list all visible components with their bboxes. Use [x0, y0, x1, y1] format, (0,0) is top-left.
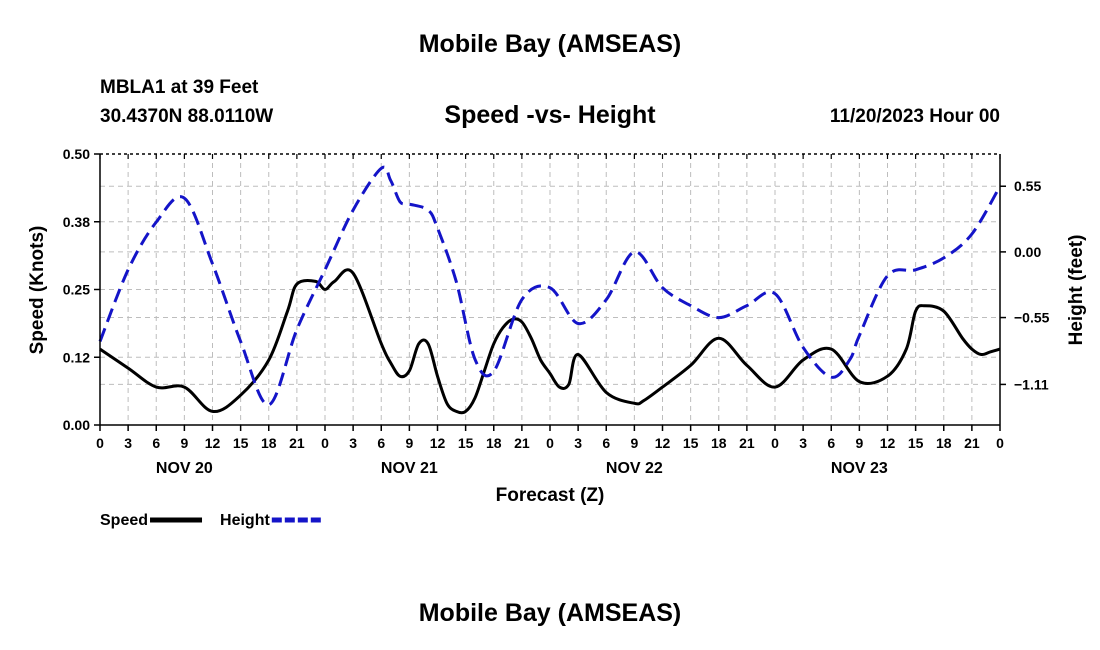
series-height-line [98, 165, 1002, 407]
legend-label-height: Height [220, 512, 270, 529]
x-tick-label: 15 [458, 435, 474, 451]
legend-label-speed: Speed [100, 512, 148, 529]
y-tick-label: 0.25 [63, 282, 90, 298]
day-label: NOV 21 [381, 460, 438, 477]
grid [100, 154, 1000, 425]
x-tick-label: 0 [546, 435, 554, 451]
y2-tick-label: −1.11 [1014, 376, 1049, 392]
legend: Speed Height [100, 512, 324, 529]
x-tick-label: 21 [289, 435, 305, 451]
day-label: NOV 23 [831, 460, 888, 477]
x-tick-label: 3 [574, 435, 582, 451]
x-tick-label: 6 [827, 435, 835, 451]
day-label: NOV 20 [156, 460, 213, 477]
x-tick-label: 12 [655, 435, 671, 451]
x-tick-label: 9 [855, 435, 863, 451]
x-tick-label: 3 [799, 435, 807, 451]
axes: 0 3 6 9 12 15 18 21 0 3 6 9 12 15 18 21 0 3 6 9 12 15 18 21 0 3 6 9… [63, 146, 1050, 477]
station-label: MBLA1 at 39 Feet [100, 77, 259, 98]
x-tick-label: 3 [349, 435, 357, 451]
y-tick-label: 0.50 [63, 146, 90, 162]
x-tick-label: 0 [996, 435, 1004, 451]
x-axis-label: Forecast (Z) [496, 485, 605, 506]
x-tick-label: 12 [430, 435, 446, 451]
x-tick-label: 6 [602, 435, 610, 451]
chart-subtitle: Speed -vs- Height [444, 101, 656, 129]
series-layer [98, 165, 1002, 415]
y-tick-label: 0.12 [63, 349, 90, 365]
x-tick-label: 21 [739, 435, 755, 451]
x-tick-label: 18 [261, 435, 277, 451]
x-tick-label: 18 [936, 435, 952, 451]
y2-tick-label: −0.55 [1014, 310, 1050, 326]
x-tick-label: 6 [152, 435, 160, 451]
x-tick-label: 0 [321, 435, 329, 451]
x-tick-label: 9 [630, 435, 638, 451]
x-tick-label: 9 [180, 435, 188, 451]
series-speed-line [99, 268, 1001, 415]
day-label: NOV 22 [606, 460, 663, 477]
x-tick-label: 3 [124, 435, 132, 451]
footer-title: Mobile Bay (AMSEAS) [418, 599, 682, 627]
x-tick-label: 21 [514, 435, 530, 451]
x-tick-label: 18 [486, 435, 502, 451]
x-tick-label: 18 [711, 435, 727, 451]
station-coordinates: 30.4370N 88.0110W [100, 106, 274, 127]
x-tick-label: 15 [233, 435, 249, 451]
y2-axis-label: Height (feet) [1066, 235, 1087, 346]
x-tick-label: 0 [96, 435, 104, 451]
x-tick-label: 9 [405, 435, 413, 451]
forecast-datetime: 11/20/2023 Hour 00 [829, 106, 1000, 127]
y2-tick-label: 0.00 [1014, 244, 1041, 260]
x-tick-label: 0 [771, 435, 779, 451]
x-tick-label: 15 [683, 435, 699, 451]
y-tick-label: 0.00 [63, 417, 90, 433]
x-tick-label: 12 [205, 435, 221, 451]
x-tick-label: 12 [880, 435, 896, 451]
y-tick-label: 0.38 [63, 214, 90, 230]
x-tick-label: 21 [964, 435, 980, 451]
y-axis-label: Speed (Knots) [27, 226, 48, 355]
y2-tick-label: 0.55 [1014, 178, 1041, 194]
x-tick-label: 15 [908, 435, 924, 451]
chart-title: Mobile Bay (AMSEAS) [418, 30, 682, 58]
x-tick-label: 6 [377, 435, 385, 451]
